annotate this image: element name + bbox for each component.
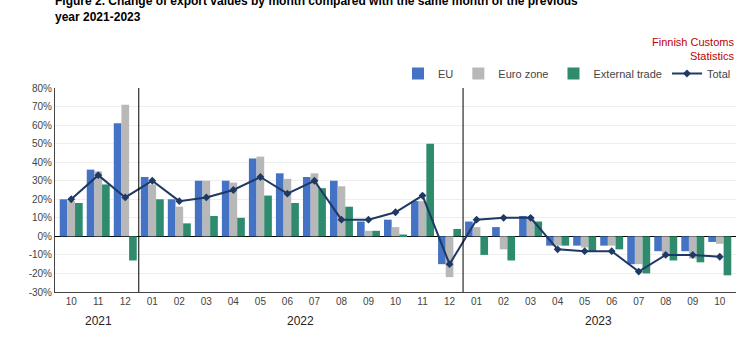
svg-text:70%: 70% — [32, 101, 52, 112]
svg-text:Total: Total — [707, 68, 730, 80]
svg-text:04: 04 — [552, 296, 564, 307]
svg-text:06: 06 — [282, 296, 294, 307]
svg-text:03: 03 — [525, 296, 537, 307]
svg-text:08: 08 — [336, 296, 348, 307]
svg-text:06: 06 — [606, 296, 618, 307]
svg-text:09: 09 — [363, 296, 375, 307]
svg-text:02: 02 — [498, 296, 510, 307]
svg-text:11: 11 — [417, 296, 428, 307]
svg-text:09: 09 — [687, 296, 699, 307]
svg-text:11: 11 — [93, 296, 104, 307]
svg-text:-30%: -30% — [29, 287, 52, 298]
svg-text:05: 05 — [255, 296, 267, 307]
svg-text:30%: 30% — [32, 175, 52, 186]
svg-text:10: 10 — [66, 296, 78, 307]
svg-text:0%: 0% — [38, 231, 53, 242]
svg-text:EU: EU — [438, 68, 453, 80]
svg-text:02: 02 — [174, 296, 186, 307]
svg-text:07: 07 — [633, 296, 645, 307]
svg-text:40%: 40% — [32, 157, 52, 168]
svg-text:08: 08 — [660, 296, 672, 307]
svg-text:20%: 20% — [32, 194, 52, 205]
svg-text:80%: 80% — [32, 83, 52, 94]
svg-text:2023: 2023 — [585, 314, 612, 328]
svg-text:-20%: -20% — [29, 268, 52, 279]
svg-text:10: 10 — [390, 296, 402, 307]
svg-text:10: 10 — [714, 296, 726, 307]
svg-text:External trade: External trade — [593, 68, 661, 80]
svg-text:2022: 2022 — [287, 314, 314, 328]
svg-text:50%: 50% — [32, 138, 52, 149]
svg-text:2021: 2021 — [85, 314, 112, 328]
svg-text:05: 05 — [579, 296, 591, 307]
svg-text:12: 12 — [444, 296, 456, 307]
svg-text:60%: 60% — [32, 120, 52, 131]
svg-text:Figure 2. Change of export val: Figure 2. Change of export values by mon… — [55, 0, 578, 24]
svg-text:01: 01 — [471, 296, 483, 307]
svg-text:03: 03 — [201, 296, 213, 307]
svg-text:Finnish CustomsStatistics: Finnish CustomsStatistics — [652, 36, 734, 62]
svg-text:12: 12 — [120, 296, 132, 307]
svg-text:01: 01 — [147, 296, 159, 307]
svg-text:Euro zone: Euro zone — [498, 68, 548, 80]
svg-text:-10%: -10% — [29, 249, 52, 260]
svg-text:04: 04 — [228, 296, 240, 307]
svg-text:07: 07 — [309, 296, 321, 307]
svg-text:10%: 10% — [32, 212, 52, 223]
